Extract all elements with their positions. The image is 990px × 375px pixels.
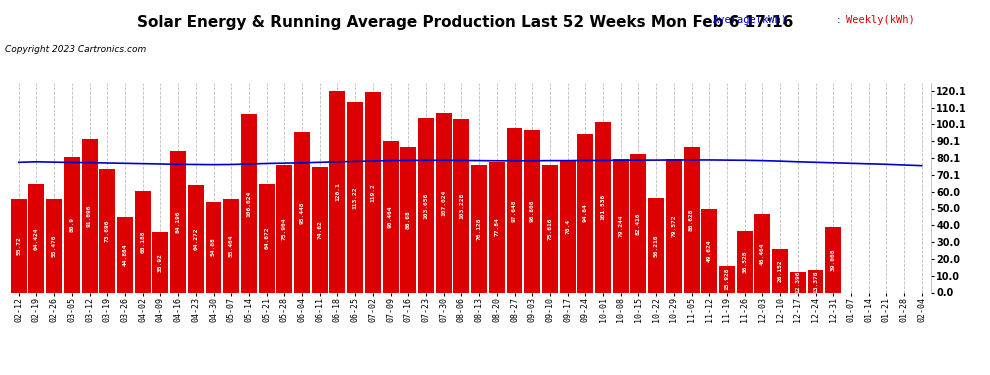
Bar <box>613 159 629 292</box>
Text: 86.628: 86.628 <box>689 209 694 231</box>
Text: 12.396: 12.396 <box>795 271 800 293</box>
Bar <box>152 232 168 292</box>
Text: 55.464: 55.464 <box>229 235 234 257</box>
Bar <box>453 119 469 292</box>
Bar <box>542 165 558 292</box>
Bar <box>507 129 523 292</box>
Bar <box>206 202 222 292</box>
Text: 35.92: 35.92 <box>157 253 163 272</box>
Bar <box>577 134 593 292</box>
Bar <box>188 184 204 292</box>
Bar <box>241 114 256 292</box>
Text: 103.656: 103.656 <box>424 192 429 219</box>
Text: 103.228: 103.228 <box>459 193 464 219</box>
Bar <box>648 198 664 292</box>
Text: 97.648: 97.648 <box>512 199 517 222</box>
Bar <box>29 184 45 292</box>
Text: 101.536: 101.536 <box>601 194 606 220</box>
Text: 64.672: 64.672 <box>264 227 269 249</box>
Bar <box>471 165 487 292</box>
Text: 49.624: 49.624 <box>707 240 712 262</box>
Bar <box>294 132 310 292</box>
Bar <box>684 147 700 292</box>
Text: 75.616: 75.616 <box>547 218 552 240</box>
Text: 82.416: 82.416 <box>636 212 641 234</box>
Text: 73.696: 73.696 <box>105 219 110 242</box>
Text: 79.244: 79.244 <box>618 214 624 237</box>
Text: 119.2: 119.2 <box>370 183 375 202</box>
Bar <box>631 154 646 292</box>
Bar <box>418 118 434 292</box>
Text: 95.448: 95.448 <box>300 201 305 223</box>
Text: 94.64: 94.64 <box>583 204 588 222</box>
Bar <box>808 270 824 292</box>
Text: 36.528: 36.528 <box>742 251 747 273</box>
Text: 64.424: 64.424 <box>34 227 39 250</box>
Text: Solar Energy & Running Average Production Last 52 Weeks Mon Feb 6 17:16: Solar Energy & Running Average Productio… <box>137 15 794 30</box>
Text: 64.272: 64.272 <box>193 227 198 250</box>
Text: 78.4: 78.4 <box>565 219 570 234</box>
Bar <box>701 209 717 292</box>
Bar <box>99 169 115 292</box>
Text: 84.196: 84.196 <box>175 210 180 233</box>
Text: 74.62: 74.62 <box>317 220 323 239</box>
Bar <box>11 199 27 292</box>
Bar <box>754 214 770 292</box>
Text: 113.22: 113.22 <box>352 186 357 209</box>
Text: 39.008: 39.008 <box>831 249 836 271</box>
Bar <box>81 140 98 292</box>
Bar <box>330 91 346 292</box>
Text: Copyright 2023 Cartronics.com: Copyright 2023 Cartronics.com <box>5 45 147 54</box>
Text: 91.096: 91.096 <box>87 205 92 227</box>
Bar <box>276 165 292 292</box>
Text: 120.1: 120.1 <box>335 182 340 201</box>
Bar <box>666 159 682 292</box>
Bar <box>64 157 80 292</box>
Text: 80.9: 80.9 <box>69 217 74 232</box>
Bar <box>559 161 575 292</box>
Bar <box>347 102 363 292</box>
Bar <box>400 147 416 292</box>
Bar <box>525 130 541 292</box>
Text: 107.024: 107.024 <box>442 189 446 216</box>
Text: 55.72: 55.72 <box>16 236 21 255</box>
Bar <box>790 272 806 292</box>
Bar <box>826 227 842 292</box>
Text: 13.376: 13.376 <box>813 270 818 292</box>
Bar <box>312 167 328 292</box>
Bar <box>117 217 133 292</box>
Text: 75.904: 75.904 <box>282 217 287 240</box>
Text: :: : <box>837 15 841 25</box>
Text: 44.864: 44.864 <box>123 244 128 266</box>
Text: 106.024: 106.024 <box>247 190 251 217</box>
Bar <box>719 266 735 292</box>
Bar <box>224 200 240 292</box>
Text: 54.08: 54.08 <box>211 238 216 256</box>
Text: 15.928: 15.928 <box>725 268 730 290</box>
Text: 86.68: 86.68 <box>406 210 411 229</box>
Text: 76.128: 76.128 <box>476 217 481 240</box>
Bar <box>47 199 62 292</box>
Text: 79.572: 79.572 <box>671 214 676 237</box>
Text: Weekly(kWh): Weekly(kWh) <box>846 15 915 25</box>
Bar <box>170 151 186 292</box>
Text: Average(kWh): Average(kWh) <box>713 15 788 25</box>
Bar <box>737 231 752 292</box>
Bar <box>135 191 150 292</box>
Text: 77.84: 77.84 <box>494 218 499 237</box>
Text: 60.188: 60.188 <box>141 231 146 253</box>
Text: 90.464: 90.464 <box>388 205 393 228</box>
Bar <box>382 141 399 292</box>
Bar <box>436 113 451 292</box>
Text: 46.464: 46.464 <box>760 242 765 265</box>
Text: 26.152: 26.152 <box>777 259 783 282</box>
Bar <box>258 184 274 292</box>
Text: 56.216: 56.216 <box>653 234 658 256</box>
Bar <box>772 249 788 292</box>
Bar <box>595 122 611 292</box>
Bar <box>489 162 505 292</box>
Text: 55.476: 55.476 <box>51 235 56 257</box>
Text: 96.808: 96.808 <box>530 200 535 222</box>
Bar <box>365 92 381 292</box>
